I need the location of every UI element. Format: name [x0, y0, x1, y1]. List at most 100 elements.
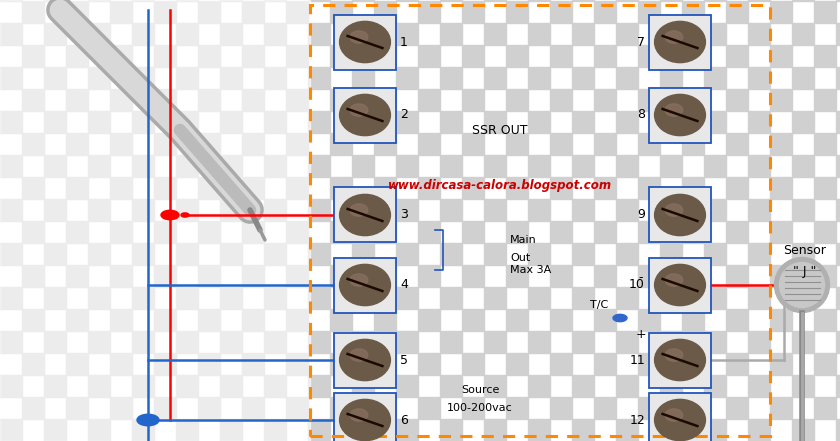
Text: 9: 9: [637, 209, 645, 221]
Bar: [242, 45, 264, 67]
Bar: [374, 177, 396, 199]
Bar: [660, 67, 682, 89]
Bar: [44, 243, 66, 265]
Bar: [88, 67, 110, 89]
Bar: [814, 353, 836, 375]
Bar: [242, 177, 264, 199]
Bar: [484, 331, 506, 353]
Bar: [528, 287, 550, 309]
Text: 3: 3: [400, 209, 408, 221]
Bar: [440, 243, 462, 265]
Ellipse shape: [339, 21, 391, 63]
Ellipse shape: [654, 194, 706, 235]
Bar: [704, 375, 726, 397]
Bar: [649, 392, 711, 441]
Bar: [528, 23, 550, 45]
Bar: [836, 375, 840, 397]
Bar: [352, 111, 374, 133]
Bar: [770, 221, 792, 243]
Bar: [374, 89, 396, 111]
Bar: [484, 375, 506, 397]
Bar: [836, 243, 840, 265]
Bar: [0, 331, 22, 353]
Bar: [704, 155, 726, 177]
Bar: [154, 309, 176, 331]
Bar: [396, 67, 418, 89]
Bar: [242, 353, 264, 375]
Bar: [572, 243, 594, 265]
Bar: [770, 177, 792, 199]
Bar: [220, 199, 242, 221]
Bar: [418, 89, 440, 111]
Bar: [814, 265, 836, 287]
Bar: [616, 331, 638, 353]
Bar: [352, 23, 374, 45]
Bar: [22, 89, 44, 111]
Bar: [198, 353, 220, 375]
Bar: [286, 177, 308, 199]
Bar: [528, 243, 550, 265]
Bar: [198, 89, 220, 111]
Bar: [132, 0, 154, 1]
Text: Source: Source: [461, 385, 499, 395]
Bar: [264, 419, 286, 441]
Bar: [198, 397, 220, 419]
Bar: [660, 155, 682, 177]
Bar: [572, 419, 594, 441]
Bar: [726, 177, 748, 199]
Ellipse shape: [665, 31, 683, 43]
Bar: [220, 67, 242, 89]
Bar: [572, 23, 594, 45]
Bar: [748, 111, 770, 133]
Bar: [66, 397, 88, 419]
Bar: [770, 89, 792, 111]
Bar: [110, 1, 132, 23]
Bar: [814, 45, 836, 67]
Bar: [264, 375, 286, 397]
Text: 100-200vac: 100-200vac: [447, 403, 513, 413]
Bar: [334, 333, 396, 388]
Bar: [396, 111, 418, 133]
Bar: [352, 155, 374, 177]
Bar: [110, 221, 132, 243]
Circle shape: [161, 210, 179, 220]
Bar: [176, 199, 198, 221]
Bar: [396, 331, 418, 353]
Bar: [110, 397, 132, 419]
Bar: [308, 331, 330, 353]
Bar: [308, 23, 330, 45]
Bar: [286, 353, 308, 375]
Bar: [792, 155, 814, 177]
Bar: [132, 67, 154, 89]
Bar: [0, 111, 22, 133]
Bar: [572, 287, 594, 309]
Bar: [198, 221, 220, 243]
Text: 4: 4: [400, 279, 408, 292]
Bar: [154, 353, 176, 375]
Bar: [198, 177, 220, 199]
Bar: [418, 397, 440, 419]
Bar: [792, 111, 814, 133]
Text: www.dircasa-calora.blogspot.com: www.dircasa-calora.blogspot.com: [388, 179, 612, 191]
Bar: [330, 45, 352, 67]
Bar: [88, 419, 110, 441]
Bar: [220, 111, 242, 133]
Bar: [308, 199, 330, 221]
Bar: [154, 45, 176, 67]
Bar: [418, 133, 440, 155]
Bar: [506, 397, 528, 419]
Bar: [792, 0, 814, 1]
Bar: [550, 265, 572, 287]
Bar: [44, 155, 66, 177]
Bar: [594, 1, 616, 23]
Bar: [334, 87, 396, 142]
Bar: [836, 23, 840, 45]
Bar: [528, 155, 550, 177]
Text: Out: Out: [510, 253, 530, 263]
Bar: [462, 221, 484, 243]
Bar: [748, 375, 770, 397]
Bar: [550, 45, 572, 67]
Bar: [440, 419, 462, 441]
Bar: [0, 67, 22, 89]
Bar: [726, 221, 748, 243]
